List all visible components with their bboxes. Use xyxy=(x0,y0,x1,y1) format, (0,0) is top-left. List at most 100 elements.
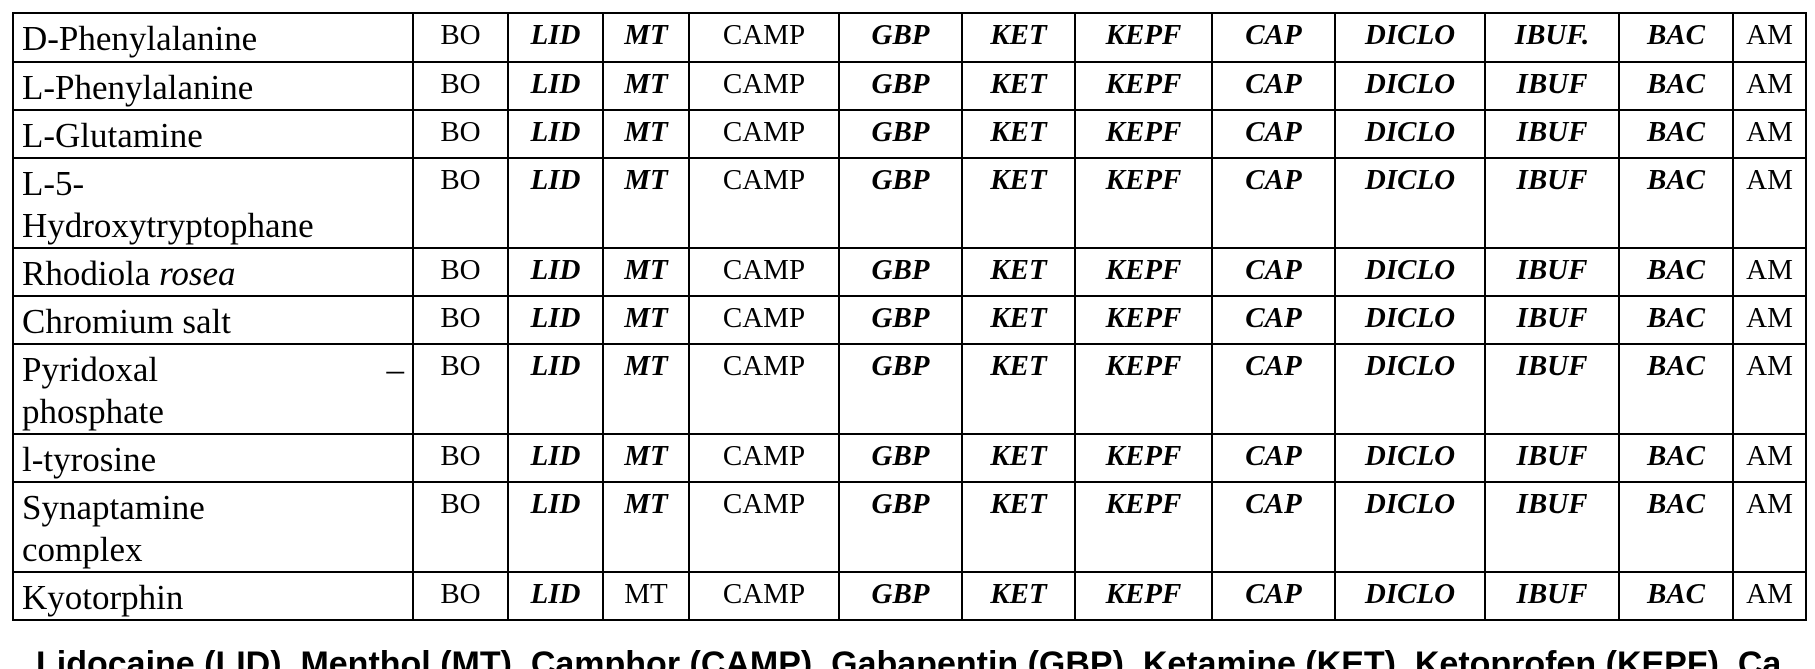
compound-name-cell: Synaptaminecomplex xyxy=(13,482,413,572)
gbp-cell: GBP xyxy=(839,296,962,344)
gbp-cell: GBP xyxy=(839,344,962,434)
compound-name-cell: Pyridoxal–phosphate xyxy=(13,344,413,434)
diclo-cell: DICLO xyxy=(1335,110,1485,158)
lid-cell: LID xyxy=(508,572,603,620)
cap-cell: CAP xyxy=(1212,296,1335,344)
ibuf-cell: IBUF xyxy=(1485,344,1619,434)
diclo-cell: DICLO xyxy=(1335,13,1485,62)
table-row: KyotorphinBOLIDMTCAMPGBPKETKEPFCAPDICLOI… xyxy=(13,572,1806,620)
am-cell: AM xyxy=(1733,13,1806,62)
bo-cell: BO xyxy=(413,13,508,62)
kepf-cell: KEPF xyxy=(1075,344,1212,434)
compound-name: L-Phenylalanine xyxy=(22,68,253,107)
lid-cell: LID xyxy=(508,434,603,482)
compound-name: Chromium salt xyxy=(22,302,231,341)
cap-cell: CAP xyxy=(1212,434,1335,482)
ibuf-cell: IBUF. xyxy=(1485,13,1619,62)
ibuf-cell: IBUF xyxy=(1485,110,1619,158)
diclo-cell: DICLO xyxy=(1335,62,1485,110)
gbp-cell: GBP xyxy=(839,482,962,572)
lid-cell: LID xyxy=(508,344,603,434)
compound-name: Rhodiola xyxy=(22,254,150,293)
kepf-cell: KEPF xyxy=(1075,572,1212,620)
lid-cell: LID xyxy=(508,158,603,248)
compound-name-continued: phosphate xyxy=(22,391,404,433)
bac-cell: BAC xyxy=(1619,344,1733,434)
am-cell: AM xyxy=(1733,482,1806,572)
table-row: L-GlutamineBOLIDMTCAMPGBPKETKEPFCAPDICLO… xyxy=(13,110,1806,158)
mt-cell: MT xyxy=(603,110,689,158)
ket-cell: KET xyxy=(962,434,1075,482)
table-row: Chromium saltBOLIDMTCAMPGBPKETKEPFCAPDIC… xyxy=(13,296,1806,344)
ibuf-cell: IBUF xyxy=(1485,482,1619,572)
am-cell: AM xyxy=(1733,110,1806,158)
kepf-cell: KEPF xyxy=(1075,13,1212,62)
mt-cell: MT xyxy=(603,482,689,572)
bac-cell: BAC xyxy=(1619,248,1733,296)
cap-cell: CAP xyxy=(1212,13,1335,62)
bo-cell: BO xyxy=(413,572,508,620)
lid-cell: LID xyxy=(508,13,603,62)
kepf-cell: KEPF xyxy=(1075,296,1212,344)
gbp-cell: GBP xyxy=(839,434,962,482)
diclo-cell: DICLO xyxy=(1335,434,1485,482)
compound-name-line: Pyridoxal– xyxy=(22,349,404,391)
data-table: D-PhenylalanineBOLIDMTCAMPGBPKETKEPFCAPD… xyxy=(12,12,1807,621)
compound-name-cell: l-tyrosine xyxy=(13,434,413,482)
am-cell: AM xyxy=(1733,434,1806,482)
compound-name-cell: Kyotorphin xyxy=(13,572,413,620)
compound-name-continued: Hydroxytryptophane xyxy=(22,205,404,247)
gbp-cell: GBP xyxy=(839,13,962,62)
bo-cell: BO xyxy=(413,296,508,344)
camp-cell: CAMP xyxy=(689,572,839,620)
table-row: Rhodiola roseaBOLIDMTCAMPGBPKETKEPFCAPDI… xyxy=(13,248,1806,296)
compound-name-cell: L-Glutamine xyxy=(13,110,413,158)
bo-cell: BO xyxy=(413,434,508,482)
cap-cell: CAP xyxy=(1212,158,1335,248)
compound-name-dash: – xyxy=(387,349,405,391)
am-cell: AM xyxy=(1733,344,1806,434)
lid-cell: LID xyxy=(508,248,603,296)
compound-name: Kyotorphin xyxy=(22,578,183,617)
am-cell: AM xyxy=(1733,248,1806,296)
ibuf-cell: IBUF xyxy=(1485,158,1619,248)
bo-cell: BO xyxy=(413,62,508,110)
ket-cell: KET xyxy=(962,158,1075,248)
mt-cell: MT xyxy=(603,13,689,62)
bac-cell: BAC xyxy=(1619,110,1733,158)
lid-cell: LID xyxy=(508,482,603,572)
compound-name-species: rosea xyxy=(159,254,235,293)
am-cell: AM xyxy=(1733,572,1806,620)
mt-cell: MT xyxy=(603,572,689,620)
am-cell: AM xyxy=(1733,158,1806,248)
am-cell: AM xyxy=(1733,296,1806,344)
cap-cell: CAP xyxy=(1212,572,1335,620)
bac-cell: BAC xyxy=(1619,296,1733,344)
bo-cell: BO xyxy=(413,248,508,296)
compound-name: D-Phenylalanine xyxy=(22,19,257,58)
diclo-cell: DICLO xyxy=(1335,482,1485,572)
table-body: D-PhenylalanineBOLIDMTCAMPGBPKETKEPFCAPD… xyxy=(13,13,1806,620)
bo-cell: BO xyxy=(413,344,508,434)
cap-cell: CAP xyxy=(1212,110,1335,158)
ket-cell: KET xyxy=(962,482,1075,572)
table-row: D-PhenylalanineBOLIDMTCAMPGBPKETKEPFCAPD… xyxy=(13,13,1806,62)
kepf-cell: KEPF xyxy=(1075,110,1212,158)
ket-cell: KET xyxy=(962,110,1075,158)
table-row: L-PhenylalanineBOLIDMTCAMPGBPKETKEPFCAPD… xyxy=(13,62,1806,110)
camp-cell: CAMP xyxy=(689,434,839,482)
diclo-cell: DICLO xyxy=(1335,158,1485,248)
bac-cell: BAC xyxy=(1619,13,1733,62)
gbp-cell: GBP xyxy=(839,62,962,110)
kepf-cell: KEPF xyxy=(1075,248,1212,296)
am-cell: AM xyxy=(1733,62,1806,110)
bo-cell: BO xyxy=(413,482,508,572)
camp-cell: CAMP xyxy=(689,482,839,572)
mt-cell: MT xyxy=(603,248,689,296)
lid-cell: LID xyxy=(508,110,603,158)
diclo-cell: DICLO xyxy=(1335,572,1485,620)
compound-name: L-Glutamine xyxy=(22,116,203,155)
cap-cell: CAP xyxy=(1212,482,1335,572)
camp-cell: CAMP xyxy=(689,296,839,344)
ibuf-cell: IBUF xyxy=(1485,296,1619,344)
